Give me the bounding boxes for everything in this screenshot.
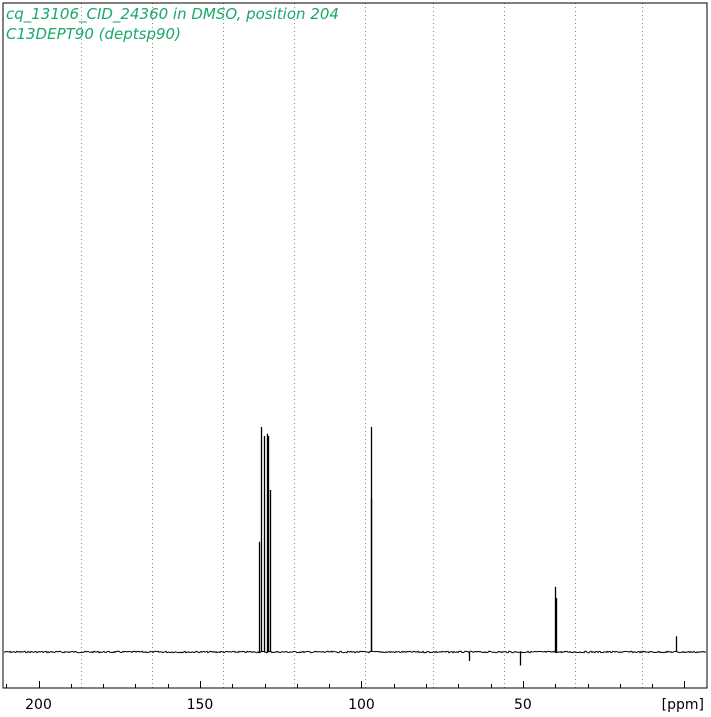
plot-frame: [2, 2, 708, 689]
x-tick-label: 150: [187, 697, 214, 713]
x-axis: 200 150 100 50: [6, 681, 685, 713]
x-tick-label: 200: [25, 697, 52, 713]
spectrum-title-line-1: cq_13106_CID_24360 in DMSO, position 204: [6, 5, 339, 23]
x-tick-label: 100: [348, 697, 375, 713]
spectrum-trace-layer: [3, 427, 707, 666]
x-axis-unit-label: [ppm]: [662, 697, 704, 713]
grid-layer: [81, 3, 643, 688]
spectrum-title-line-2: C13DEPT90 (deptsp90): [6, 25, 181, 43]
x-tick-label: 50: [514, 697, 532, 713]
spectrum-baseline: [3, 650, 707, 654]
